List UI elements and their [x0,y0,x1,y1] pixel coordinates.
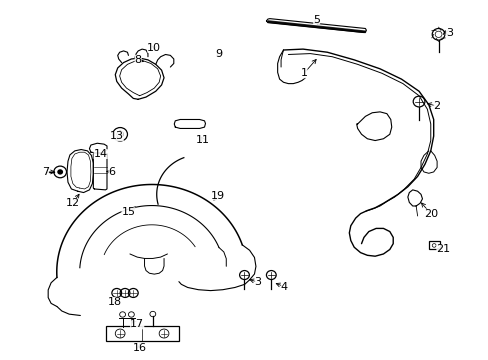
Text: 15: 15 [121,207,135,217]
Text: 21: 21 [435,244,449,255]
Polygon shape [267,21,365,32]
Text: 4: 4 [280,282,287,292]
Text: 1: 1 [300,68,307,78]
Text: 18: 18 [108,297,122,307]
Text: 13: 13 [109,131,123,141]
Text: 20: 20 [423,208,437,219]
Circle shape [57,169,63,175]
Text: 3: 3 [254,277,261,287]
Text: 3: 3 [445,28,452,38]
Text: 19: 19 [210,191,224,201]
Text: 14: 14 [93,149,107,159]
Text: 9: 9 [215,49,222,59]
Text: 7: 7 [42,167,49,177]
Text: 17: 17 [130,319,144,329]
Bar [428,242,439,249]
Text: 12: 12 [66,198,80,208]
Text: 16: 16 [132,343,146,353]
Text: 8: 8 [134,55,142,65]
Text: 10: 10 [147,43,161,53]
Text: 2: 2 [433,101,440,111]
Text: 5: 5 [312,14,320,24]
Text: 11: 11 [196,135,210,145]
Bar [105,326,178,341]
Text: 6: 6 [108,167,115,177]
